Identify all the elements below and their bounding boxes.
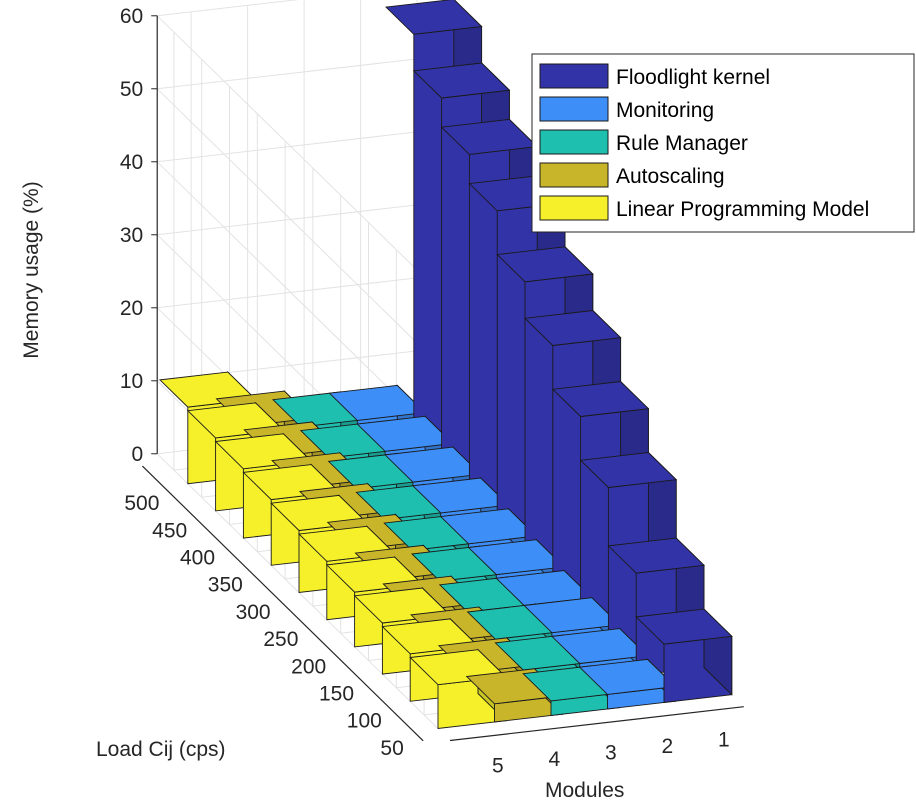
x-tick-label: 1 xyxy=(718,729,730,752)
legend-swatch xyxy=(539,63,609,89)
legend-swatch xyxy=(539,96,609,122)
x-tick-label: 3 xyxy=(605,742,617,765)
z-tick-label: 20 xyxy=(120,297,143,320)
x-axis-label: Modules xyxy=(545,779,624,802)
z-tick-label: 0 xyxy=(132,443,144,466)
z-tick-label: 30 xyxy=(120,224,143,247)
y-tick-label: 250 xyxy=(263,628,298,651)
z-tick-label: 10 xyxy=(120,370,143,393)
z-tick-label: 40 xyxy=(120,151,143,174)
y-axis-line xyxy=(141,465,424,742)
x-tick-label: 5 xyxy=(492,755,504,778)
legend: Floodlight kernel Monitoring Rule Manager A… xyxy=(531,53,915,233)
y-axis-label: Load Cij (cps) xyxy=(96,738,226,761)
y-tick-label: 350 xyxy=(208,574,243,597)
axis-labels: Memory usage (%) Load Cij (cps) Modules … xyxy=(20,5,730,802)
y-tick-label: 300 xyxy=(236,601,271,624)
y-tick-label: 100 xyxy=(347,710,382,733)
legend-label: Monitoring xyxy=(616,99,714,122)
axes xyxy=(141,15,744,742)
legend-swatch xyxy=(539,129,609,155)
bar xyxy=(635,608,733,704)
legend-swatch xyxy=(539,162,609,188)
y-tick-label: 50 xyxy=(380,737,403,760)
z-axis-label: Memory usage (%) xyxy=(20,181,43,358)
z-tick-label: 50 xyxy=(120,78,143,101)
legend-label: Autoscaling xyxy=(616,165,725,188)
z-tick-label: 60 xyxy=(120,5,143,28)
legend-label: Linear Programming Model xyxy=(616,198,869,221)
y-tick-label: 200 xyxy=(291,655,326,678)
bar xyxy=(578,658,677,710)
legend-label: Rule Manager xyxy=(616,132,748,155)
x-tick-label: 4 xyxy=(549,748,561,771)
y-tick-label: 450 xyxy=(152,519,187,542)
legend-label: Floodlight kernel xyxy=(616,66,770,89)
x-tick-label: 2 xyxy=(662,735,674,758)
y-tick-label: 500 xyxy=(124,492,159,515)
legend-swatch xyxy=(539,195,609,221)
y-tick-label: 150 xyxy=(319,683,354,706)
x-axis-line xyxy=(449,706,744,742)
bars xyxy=(159,0,733,730)
y-tick-label: 400 xyxy=(180,547,215,570)
